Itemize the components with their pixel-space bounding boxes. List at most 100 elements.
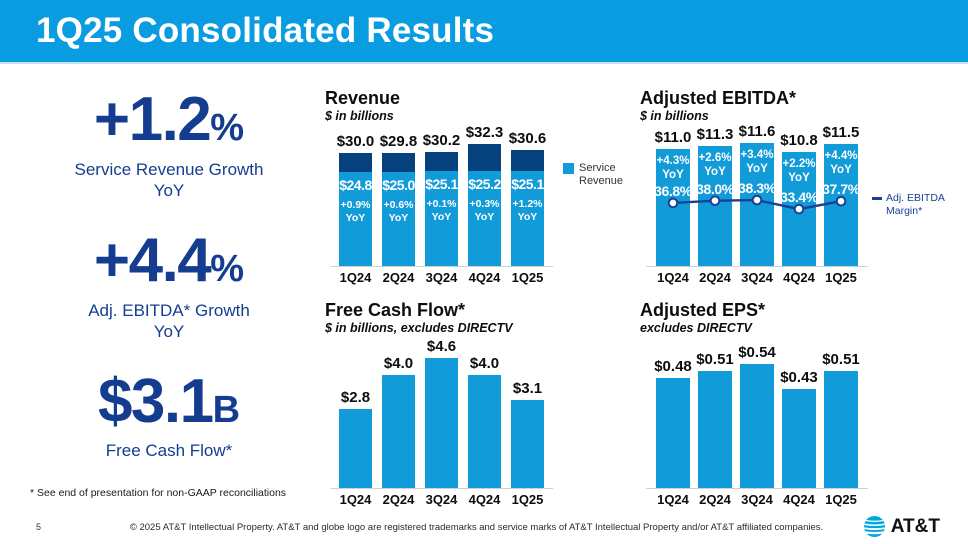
bar-value-label: $11.5 <box>822 124 860 142</box>
bar-segment-other-revenue <box>339 152 372 173</box>
bar-2Q24: +2.6% YoY <box>698 146 732 266</box>
category-label: 1Q25 <box>511 270 544 285</box>
stat-value: $3.1B <box>18 370 320 433</box>
highlight-adj-ebitda-growth: +4.4% Adj. EBITDA* Growth YoY <box>18 229 320 342</box>
bar-value-label: $0.51 <box>822 350 860 368</box>
category-label: 4Q24 <box>783 270 815 285</box>
category-label: 2Q24 <box>699 492 731 507</box>
stat-value: +1.2% <box>18 89 320 151</box>
bar-value-label: $32.3 <box>465 124 504 141</box>
bar-3Q24: $25.1 +0.1% YoY <box>425 151 458 266</box>
yoy-value: +0.6% <box>383 198 414 211</box>
category-label: 3Q24 <box>741 492 773 507</box>
category-label: 4Q24 <box>783 492 815 507</box>
yoy-value: +0.1% <box>426 198 457 211</box>
bar-segment-other-revenue <box>425 151 458 172</box>
bar-4Q24 <box>468 375 501 488</box>
chart-title: Free Cash Flow* <box>325 300 466 320</box>
bar-value-label: $0.51 <box>696 350 734 368</box>
bar-value-label: $0.48 <box>654 357 692 375</box>
bar-1Q25: +4.4% YoY <box>824 144 858 266</box>
bar-1Q24: $24.8 +0.9% YoY <box>337 152 374 266</box>
chart-title: Adjusted EPS* <box>640 300 766 320</box>
copyright-text: © 2025 AT&T Intellectual Property. AT&T … <box>129 522 824 533</box>
chart-title: Revenue <box>325 88 401 108</box>
yoy-value: +3.4% <box>740 149 774 161</box>
bar-3Q24: +3.4% YoY <box>740 143 774 266</box>
att-globe-icon <box>863 515 885 538</box>
bar-4Q24: +2.2% YoY <box>782 151 816 266</box>
bar-value-label: $3.1 <box>512 380 543 398</box>
chart-title: Adjusted EBITDA* <box>640 88 797 108</box>
stat-label: Service Revenue Growth YoY <box>74 159 264 200</box>
adjusted-eps-chart: Adjusted EPS* excludes DIRECTV $0.48 $0.5… <box>640 300 962 512</box>
bar-1Q24: +4.3% YoY <box>656 149 690 266</box>
bar-yoy-label: +2.6% YoY <box>695 151 735 179</box>
non-gaap-footnote: * See end of presentation for non-GAAP r… <box>30 487 287 499</box>
stat-suffix: B <box>212 388 241 431</box>
revenue-legend: Service Revenue <box>563 162 635 188</box>
service-revenue-value: $25.1 <box>425 176 458 193</box>
stat-suffix: % <box>210 107 245 149</box>
bar-yoy-label: +0.3% YoY <box>466 198 503 224</box>
chart-subtitle: excludes DIRECTV <box>640 321 752 335</box>
att-logo: AT&T <box>863 515 940 538</box>
yoy-suffix: YoY <box>431 211 452 224</box>
stat-value: +4.4% <box>18 229 320 292</box>
yoy-suffix: YoY <box>746 163 768 175</box>
bar-value-label: $0.43 <box>780 369 818 387</box>
bar-value-label: $30.6 <box>508 130 547 148</box>
title-bar: 1Q25 Consolidated Results <box>0 0 968 64</box>
bar-yoy-label: +0.9% YoY <box>337 199 374 225</box>
margin-value-label: 38.3% <box>738 180 776 197</box>
category-label: 1Q24 <box>339 270 372 285</box>
chart-subtitle: $ in billions <box>640 109 709 123</box>
bar-segment-other-revenue <box>511 150 544 172</box>
bar-4Q24: $25.2 +0.3% YoY <box>468 144 501 266</box>
category-label: 1Q25 <box>825 492 857 507</box>
category-label: 3Q24 <box>425 270 458 285</box>
bar-1Q24 <box>656 377 690 488</box>
service-revenue-value: $25.2 <box>468 175 501 192</box>
category-label: 4Q24 <box>468 492 501 507</box>
category-label: 1Q24 <box>657 492 689 507</box>
bar-segment-other-revenue <box>468 144 501 171</box>
bar-yoy-label: +1.2% YoY <box>509 198 546 224</box>
yoy-value: +0.3% <box>469 197 500 210</box>
bar-3Q24 <box>740 364 774 488</box>
bar-1Q25 <box>824 370 858 488</box>
bar-yoy-label: +0.6% YoY <box>380 199 417 225</box>
service-revenue-value: $24.8 <box>339 177 372 194</box>
slide-title: 1Q25 Consolidated Results <box>36 11 495 50</box>
yoy-suffix: YoY <box>788 171 810 184</box>
bar-2Q24 <box>698 370 732 488</box>
adjusted-ebitda-chart: Adjusted EBITDA* $ in billions Adj. EBIT… <box>640 88 962 290</box>
yoy-suffix: YoY <box>345 212 366 225</box>
yoy-suffix: YoY <box>388 211 409 224</box>
margin-line-legend: Adj. EBITDA Margin* <box>872 192 956 218</box>
yoy-value: +1.2% <box>512 198 543 211</box>
stat-number: +1.2 <box>93 85 212 154</box>
bar-yoy-label: +4.4% YoY <box>821 149 861 177</box>
stat-label: Free Cash Flow* <box>105 441 233 461</box>
yoy-value: +4.3% <box>656 155 690 168</box>
axis-baseline <box>331 488 553 489</box>
x-axis-labels: 1Q24 2Q24 3Q24 4Q24 1Q25 <box>640 488 962 512</box>
category-label: 2Q24 <box>382 270 415 285</box>
bar-1Q24 <box>339 408 372 488</box>
bar-3Q24 <box>425 358 458 488</box>
att-wordmark: AT&T <box>890 515 940 537</box>
yoy-suffix: YoY <box>704 166 726 179</box>
service-revenue-value: $25.0 <box>382 176 415 193</box>
category-label: 1Q25 <box>825 270 857 285</box>
service-revenue-value: $25.1 <box>511 176 544 193</box>
bar-2Q24: $25.0 +0.6% YoY <box>382 153 415 266</box>
x-axis-labels: 1Q24 2Q24 3Q24 4Q24 1Q25 <box>325 266 625 290</box>
yoy-value: +4.4% <box>824 150 858 163</box>
chart-subtitle: $ in billions, excludes DIRECTV <box>325 321 513 335</box>
bar-1Q25: $25.1 +1.2% YoY <box>511 150 544 266</box>
bar-value-label: $4.0 <box>383 355 414 372</box>
axis-baseline <box>646 266 868 267</box>
bar-yoy-label: +3.4% YoY <box>737 148 777 176</box>
